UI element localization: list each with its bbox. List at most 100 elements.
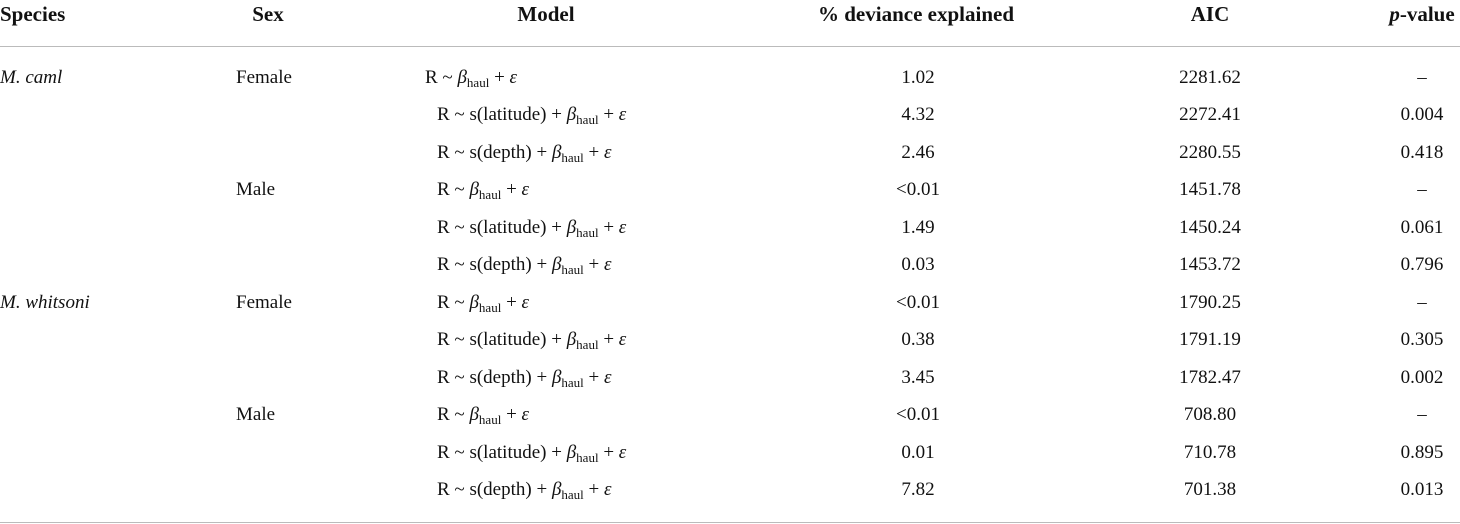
model-beta: β <box>551 366 562 388</box>
model-beta: β <box>469 179 479 201</box>
model-eps: ε <box>604 478 612 500</box>
model-beta: β <box>566 104 577 126</box>
model-eps: ε <box>618 216 627 238</box>
p-value: 0.061 <box>1400 216 1444 238</box>
model-prefix: R ~ s(latitude) + <box>437 104 567 126</box>
model: R ~ βhaul + ε <box>437 403 529 427</box>
deviance: 0.38 <box>901 329 935 351</box>
model-beta: β <box>566 329 577 351</box>
p-value: 0.004 <box>1400 104 1444 126</box>
model-plus: + <box>583 254 605 276</box>
model: R ~ s(latitude) + βhaul + ε <box>437 103 626 127</box>
model-prefix: R ~ s(depth) + <box>437 478 552 500</box>
aic: 2280.55 <box>1179 141 1241 163</box>
p-value: 0.305 <box>1400 329 1444 351</box>
model-eps: ε <box>604 141 612 163</box>
p-value: 0.796 <box>1400 254 1444 276</box>
model-sub: haul <box>561 262 584 278</box>
p-value: – <box>1417 67 1427 88</box>
model-prefix: R ~ s(latitude) + <box>437 441 567 463</box>
model-prefix: R ~ <box>437 179 470 201</box>
model-prefix: R ~ s(depth) + <box>437 141 552 163</box>
model-prefix: R ~ s(latitude) + <box>437 329 567 351</box>
header-aic: AIC <box>1190 2 1230 26</box>
model-plus: + <box>598 329 619 351</box>
model-sub: haul <box>478 187 502 203</box>
sex: Female <box>236 67 292 88</box>
model: R ~ s(latitude) + βhaul + ε <box>437 328 626 352</box>
aic: 710.78 <box>1183 441 1237 463</box>
p-value: 0.418 <box>1400 141 1444 163</box>
header-sex: Sex <box>252 2 284 26</box>
model-sub: haul <box>576 337 599 353</box>
deviance: 0.01 <box>901 441 935 463</box>
model-sub: haul <box>561 374 584 390</box>
sex: Male <box>236 179 276 201</box>
header-rule <box>0 46 1460 47</box>
model-prefix: R ~ <box>437 291 470 313</box>
model: R ~ βhaul + ε <box>425 66 517 90</box>
model-plus: + <box>583 141 605 163</box>
model-plus: + <box>598 104 619 126</box>
p-value: – <box>1417 291 1427 313</box>
deviance: <0.01 <box>896 179 940 201</box>
aic: 1450.24 <box>1179 216 1241 238</box>
model: R ~ s(depth) + βhaul + ε <box>437 141 612 165</box>
deviance: 2.46 <box>901 141 935 163</box>
header-species: Species <box>0 2 66 26</box>
model-prefix: R ~ <box>437 404 470 426</box>
model-sub: haul <box>561 486 584 502</box>
p-text: -value <box>1399 2 1455 26</box>
model-beta: β <box>457 67 467 88</box>
aic: 1453.72 <box>1179 254 1241 276</box>
bottom-rule <box>0 522 1460 523</box>
aic: 701.38 <box>1183 478 1237 500</box>
model-sub: haul <box>576 449 599 465</box>
model-plus: + <box>583 478 605 500</box>
p-italic: p <box>1389 2 1400 26</box>
p-value: 0.013 <box>1400 478 1444 500</box>
aic: 2272.41 <box>1179 104 1241 126</box>
model-sub: haul <box>478 412 502 428</box>
p-value: – <box>1417 404 1427 426</box>
p-value: 0.002 <box>1400 366 1444 388</box>
species: M. whitsoni <box>0 291 90 313</box>
deviance: <0.01 <box>896 404 940 426</box>
p-value: – <box>1417 179 1427 201</box>
model-eps: ε <box>521 179 530 201</box>
model: R ~ s(latitude) + βhaul + ε <box>437 441 626 465</box>
model-beta: β <box>551 478 562 500</box>
model-plus: + <box>501 291 522 313</box>
model-prefix: R ~ s(latitude) + <box>437 216 567 238</box>
model-plus: + <box>598 216 619 238</box>
deviance: 3.45 <box>901 366 935 388</box>
deviance: 0.03 <box>901 254 935 276</box>
model-sub: haul <box>576 112 599 128</box>
model-plus: + <box>501 179 522 201</box>
deviance: 7.82 <box>901 478 935 500</box>
model: R ~ s(depth) + βhaul + ε <box>437 366 612 390</box>
model-sub: haul <box>466 75 490 90</box>
sex: Male <box>236 404 276 426</box>
aic: 1451.78 <box>1179 179 1241 201</box>
model-sub: haul <box>576 224 599 240</box>
model-eps: ε <box>618 441 627 463</box>
sex: Female <box>236 291 292 313</box>
species: M. caml <box>0 67 63 88</box>
header-model: Model <box>517 2 575 26</box>
model-plus: + <box>501 404 522 426</box>
model-eps: ε <box>604 366 612 388</box>
aic: 1782.47 <box>1179 366 1241 388</box>
model-plus: + <box>598 441 619 463</box>
aic: 708.80 <box>1183 404 1237 426</box>
model-sub: haul <box>478 299 502 315</box>
deviance: <0.01 <box>896 291 940 313</box>
model-beta: β <box>566 441 577 463</box>
model-beta: β <box>469 291 479 313</box>
model-eps: ε <box>509 67 518 88</box>
aic: 1791.19 <box>1179 329 1241 351</box>
model-sub: haul <box>561 149 584 165</box>
model: R ~ s(depth) + βhaul + ε <box>437 253 612 277</box>
model-plus: + <box>583 366 605 388</box>
